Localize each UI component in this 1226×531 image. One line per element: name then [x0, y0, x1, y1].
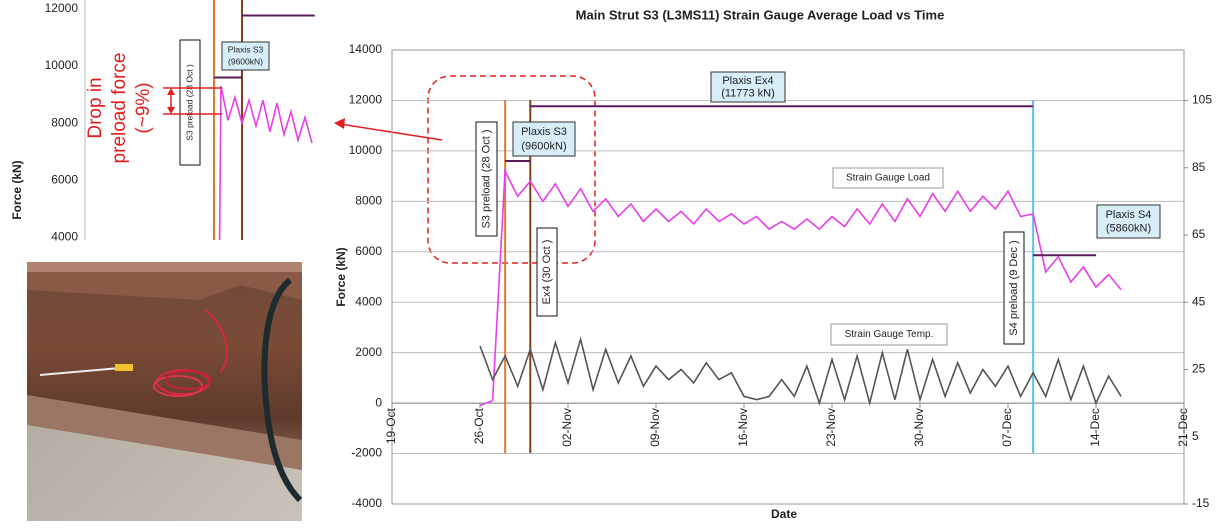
x-tick-label: 30-Nov	[912, 408, 926, 447]
y2-tick-label: 105	[1192, 93, 1212, 107]
chart: -4000 -2000 0 2000 4000 6000 8000 10000 12000 140…	[349, 42, 1213, 510]
drop-arrowhead	[167, 88, 175, 95]
y-tick-label: 12000	[45, 1, 79, 15]
x-tick-label: 14-Dec	[1088, 408, 1102, 447]
x-tick-label: 02-Nov	[560, 408, 574, 447]
series-label: Plaxis S3	[228, 45, 264, 55]
annotation: preload force	[109, 53, 130, 164]
x-tick-label: 09-Nov	[648, 408, 662, 447]
x-tick-label: 26-Oct	[472, 407, 486, 444]
drop-arrowhead	[167, 107, 175, 114]
series-label: Strain Gauge Temp.	[845, 329, 934, 340]
series-label: Plaxis S4	[1106, 209, 1152, 221]
series-line	[480, 339, 1121, 403]
y2-tick-label: 45	[1192, 294, 1206, 308]
y-tick-label: 12000	[349, 93, 383, 107]
y-tick-label: 0	[375, 395, 382, 409]
y-tick-label: -2000	[351, 446, 382, 460]
annotation: Drop in	[85, 77, 106, 138]
annotation: (~9%)	[133, 82, 154, 133]
series-label: Strain Gauge Load	[846, 173, 930, 184]
event-label: S4 preload (9 Dec )	[1008, 240, 1020, 335]
x-tick-label: 16-Nov	[736, 408, 750, 447]
data-label: (11773 kN)	[721, 88, 775, 100]
y-tick-label: 2000	[355, 345, 382, 359]
x-tick-label: 23-Nov	[824, 408, 838, 447]
y-tick-label: 14000	[349, 42, 383, 56]
chart-title: Main Strut S3 (L3MS11) Strain Gauge Aver…	[576, 7, 945, 22]
x-tick-label: 07-Dec	[1000, 408, 1014, 447]
y-tick-label: 10000	[349, 143, 383, 157]
y-tick-label: -4000	[351, 496, 382, 510]
inset-y-axis-title: Force (kN)	[10, 160, 24, 219]
series-line	[480, 171, 1121, 406]
x-tick-label: 19-Oct	[384, 407, 398, 444]
site-photo	[27, 262, 302, 521]
y-tick-label: 10000	[45, 58, 79, 72]
event-label: S3 preload (28 Oct )	[184, 64, 194, 141]
x-tick-label: 21-Dec	[1176, 408, 1190, 447]
data-label: (5860kN)	[1106, 223, 1151, 235]
zoom-arrow	[340, 124, 442, 140]
y-axis-title: Force (kN)	[334, 247, 348, 306]
y-tick-label: 4000	[51, 229, 78, 243]
y2-tick-label: 85	[1192, 160, 1206, 174]
y-tick-label: 8000	[355, 194, 382, 208]
y-tick-label: 4000	[355, 294, 382, 308]
event-label: S3 preload (28 Oct )	[480, 129, 492, 228]
y2-tick-label: 25	[1192, 362, 1206, 376]
plot-frame	[392, 50, 1184, 504]
data-label: (9600kN)	[228, 56, 263, 66]
zoom-region	[428, 76, 595, 263]
page: Main Strut S3 (L3MS11) Strain Gauge Aver…	[0, 0, 1226, 526]
chart: 4000 6000 8000 10000 12000 S3 preload (28 Oct…	[45, 0, 315, 243]
y2-tick-label: -15	[1192, 496, 1210, 510]
zoom-arrowhead	[334, 118, 345, 129]
series-line	[220, 86, 312, 240]
series-label: Plaxis S3	[521, 126, 567, 138]
y-tick-label: 6000	[355, 244, 382, 258]
x-axis-title: Date	[771, 507, 797, 521]
event-label: Ex4 (30 Oct )	[541, 240, 553, 305]
data-label: (9600kN)	[521, 140, 566, 152]
y-tick-label: 6000	[51, 172, 78, 186]
y2-tick-label: 5	[1192, 429, 1199, 443]
y-tick-label: 8000	[51, 115, 78, 129]
y2-tick-label: 65	[1192, 227, 1206, 241]
series-label: Plaxis Ex4	[722, 75, 773, 87]
